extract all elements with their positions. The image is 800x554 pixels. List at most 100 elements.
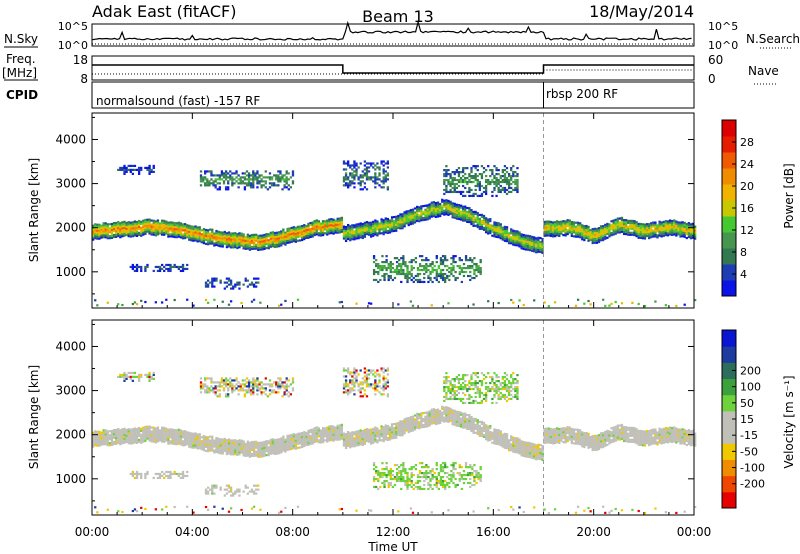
power-echo-cell bbox=[382, 172, 385, 175]
velocity-echo-cell bbox=[94, 436, 97, 439]
velocity-echo-cell bbox=[165, 429, 168, 432]
power-echo-cell bbox=[654, 231, 657, 234]
power-echo-cell bbox=[211, 281, 214, 284]
power-echo-cell bbox=[108, 229, 112, 232]
power-echo-cell bbox=[524, 246, 527, 249]
power-echo-cell bbox=[284, 239, 287, 242]
power-echo-cell bbox=[541, 251, 544, 255]
power-echo-cell bbox=[461, 215, 465, 218]
power-echo-cell bbox=[378, 174, 381, 177]
power-echo-cell bbox=[244, 243, 247, 246]
power-echo-cell bbox=[303, 230, 306, 233]
velocity-echo-cell bbox=[267, 450, 270, 453]
power-echo-cell bbox=[225, 285, 229, 288]
velocity-echo-cell bbox=[156, 434, 160, 437]
power-echo-cell bbox=[239, 182, 242, 185]
power-echo-cell bbox=[466, 182, 469, 186]
velocity-echo-cell bbox=[384, 424, 387, 427]
power-echo-cell bbox=[558, 234, 561, 238]
power-echo-cell bbox=[232, 244, 235, 247]
power-echo-cell bbox=[587, 239, 590, 242]
velocity-echo-cell bbox=[338, 430, 341, 433]
power-echo-cell bbox=[415, 209, 419, 212]
power-echo-cell bbox=[365, 225, 369, 228]
power-echo-cell bbox=[643, 229, 647, 232]
velocity-echo-cell bbox=[328, 437, 331, 440]
power-echo-cell bbox=[464, 266, 468, 270]
velocity-echo-cell bbox=[217, 439, 220, 442]
velocity-echo-cell bbox=[194, 432, 197, 435]
power-echo-cell bbox=[150, 225, 153, 228]
freq-panel: Freq. [MHz] 18 8 60 0 Nave bbox=[2, 52, 779, 86]
velocity-echo-cell bbox=[301, 431, 304, 435]
power-echo-cell bbox=[639, 230, 642, 234]
power-echo-cell bbox=[468, 209, 471, 212]
power-echo-cell bbox=[262, 184, 265, 187]
power-echo-cell bbox=[152, 221, 155, 224]
power-echo-cell bbox=[351, 228, 354, 231]
power-echo-cell bbox=[635, 225, 638, 228]
velocity-echo-cell bbox=[484, 434, 488, 437]
velocity-echo-cell bbox=[370, 438, 373, 441]
power-echo-cell bbox=[383, 274, 386, 278]
power-echo-cell bbox=[687, 235, 691, 239]
power-echo-cell bbox=[271, 233, 275, 236]
velocity-echo-cell bbox=[135, 427, 139, 431]
power-echo-cell bbox=[380, 228, 383, 231]
velocity-echo-cell bbox=[215, 448, 218, 452]
velocity-echo-cell bbox=[386, 430, 390, 434]
power-echo-cell bbox=[372, 234, 375, 237]
power-echo-cell bbox=[418, 206, 421, 209]
power-echo-cell bbox=[146, 265, 149, 269]
power-echo-cell bbox=[409, 215, 413, 218]
power-echo-cell bbox=[438, 206, 442, 210]
velocity-echo-cell bbox=[144, 435, 147, 438]
velocity-echo-cell bbox=[188, 437, 191, 440]
power-echo-cell bbox=[518, 235, 521, 238]
power-echo-cell bbox=[179, 236, 183, 239]
power-echo-cell bbox=[194, 233, 197, 236]
power-echo-cell bbox=[400, 266, 403, 270]
power-echo-cell bbox=[167, 229, 170, 232]
power-echo-cell bbox=[383, 261, 386, 264]
power-echo-cell bbox=[298, 239, 302, 242]
velocity-echo-cell bbox=[135, 431, 139, 435]
power-echo-cell bbox=[541, 247, 544, 251]
velocity-echo-cell bbox=[223, 445, 226, 448]
power-echo-cell bbox=[449, 174, 452, 178]
velocity-echo-cell bbox=[121, 442, 124, 445]
power-echo-cell bbox=[200, 233, 203, 236]
velocity-echo-cell bbox=[313, 433, 316, 436]
velocity-echo-cell bbox=[271, 442, 275, 445]
power-echo-cell bbox=[219, 241, 222, 244]
power-echo-cell bbox=[616, 219, 619, 222]
velocity-echo-cell bbox=[338, 438, 341, 441]
power-echo-cell bbox=[196, 236, 199, 239]
velocity-echo-cell bbox=[163, 434, 166, 437]
power-echo-cell bbox=[432, 215, 436, 218]
velocity-echo-cell bbox=[282, 447, 285, 450]
power-echo-cell bbox=[562, 222, 565, 225]
power-echo-cell bbox=[616, 217, 619, 220]
power-echo-cell bbox=[418, 255, 422, 258]
power-echo-cell bbox=[144, 166, 147, 170]
velocity-echo-cell bbox=[514, 443, 517, 446]
power-echo-cell bbox=[510, 182, 513, 186]
power-echo-cell bbox=[570, 222, 573, 226]
power-echo-cell bbox=[224, 174, 228, 177]
velocity-echo-cell bbox=[313, 438, 316, 442]
power-echo-cell bbox=[158, 265, 162, 269]
power-echo-cell bbox=[468, 216, 471, 220]
power-echo-cell bbox=[165, 228, 168, 231]
power-echo-cell bbox=[430, 205, 433, 208]
velocity-echo-cell bbox=[196, 445, 199, 448]
power-echo-cell bbox=[441, 255, 445, 258]
power-echo-cell bbox=[344, 162, 348, 165]
velocity-echo-cell bbox=[140, 429, 143, 432]
velocity-echo-cell bbox=[248, 441, 252, 444]
power-echo-cell bbox=[656, 224, 659, 227]
power-echo-cell bbox=[436, 201, 440, 204]
power-echo-cell bbox=[393, 223, 396, 227]
power-echo-cell bbox=[156, 229, 160, 232]
power-echo-cell bbox=[526, 236, 530, 239]
